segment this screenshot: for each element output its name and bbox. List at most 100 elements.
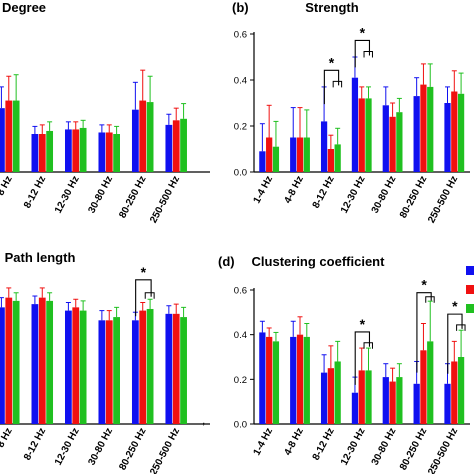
x-tick-label: 250-500 Hz <box>148 174 182 225</box>
bar <box>146 102 154 172</box>
bar <box>451 361 458 424</box>
bar <box>172 313 180 424</box>
bar <box>0 307 5 424</box>
bar <box>389 381 396 424</box>
bar <box>79 127 87 172</box>
bar <box>64 129 72 172</box>
bar <box>105 320 113 424</box>
bar <box>5 100 13 172</box>
bar <box>334 144 341 172</box>
bar <box>113 317 120 424</box>
y-tick-label: 0.6 <box>234 30 247 41</box>
significance-star: * <box>329 54 335 70</box>
significance-bracket <box>447 313 463 374</box>
bar <box>296 137 304 172</box>
bar <box>457 93 465 172</box>
bar <box>12 300 20 424</box>
bar <box>31 134 39 172</box>
y-tick-label: 0.4 <box>234 76 247 87</box>
panel-clustering-plot: 0.0 0.2 0.4 0.6 1-4 Hz 4-8 Hz 8-12 Hz 12-30 Hz 3… <box>234 277 470 474</box>
legend-swatch-red <box>466 285 474 294</box>
bar <box>98 320 106 424</box>
bar <box>365 370 372 424</box>
panel-clustering-title: Clustering coefficient <box>252 254 386 269</box>
bar <box>105 132 113 172</box>
x-tick-label: 80-250 Hz <box>117 426 148 472</box>
bar <box>139 310 147 424</box>
bar <box>303 137 310 172</box>
x-tick-label: 8-12 Hz <box>311 426 337 462</box>
x-tick-label: 12-30 Hz <box>53 426 82 467</box>
x-tick-label: 4-8 Hz <box>282 426 306 457</box>
panel-path-length-plot: 8 Hz 8-12 Hz 12-30 Hz 30-80 Hz 80-250 Hz 250-… <box>0 264 210 474</box>
panel-clustering: (d) Clustering coefficient 0.0 0.2 0.4 0.6 1… <box>218 254 470 474</box>
panel-path-length: Path length 8 Hz 8-12 Hz 12-30 Hz 30-80 Hz 8… <box>0 250 210 474</box>
bar <box>46 130 54 172</box>
bar <box>146 308 154 424</box>
bar <box>290 137 297 172</box>
bar <box>334 361 341 424</box>
bar <box>266 137 273 172</box>
x-tick-label: 30-80 Hz <box>86 174 115 215</box>
bar <box>165 124 173 172</box>
y-tick-label: 0.2 <box>234 122 247 133</box>
bar <box>139 100 147 172</box>
bar <box>327 149 334 172</box>
bar <box>296 334 304 424</box>
significance-star: * <box>421 277 427 293</box>
panel-path-length-title: Path length <box>5 250 76 265</box>
bar <box>259 151 266 172</box>
bar <box>351 392 359 424</box>
bar <box>180 118 187 172</box>
x-tick-label: 80-250 Hz <box>398 426 429 472</box>
bar <box>72 129 80 172</box>
bar <box>131 109 139 172</box>
significance-star: * <box>141 264 147 280</box>
x-tick-label: 8-12 Hz <box>311 174 337 210</box>
x-tick-label: 80-250 Hz <box>117 174 148 220</box>
bar <box>420 350 427 424</box>
bar <box>358 98 365 172</box>
x-tick-label: 8-12 Hz <box>22 174 48 210</box>
panel-strength-letter: (b) <box>232 0 249 15</box>
panel-strength-plot: 0.0 0.2 0.4 0.6 1-4 Hz 4-8 Hz 8-12 Hz 12-30 Hz 3… <box>234 24 470 225</box>
bar <box>303 336 310 424</box>
bar <box>451 91 458 172</box>
significance-star: * <box>360 316 366 332</box>
significance-star: * <box>360 24 366 40</box>
panel-degree: Degree 8 Hz 8-12 Hz 12-30 Hz 30-80 Hz 80-250… <box>0 0 210 225</box>
y-tick-label: 0.6 <box>234 286 247 297</box>
bar <box>427 86 434 172</box>
significance-sub-bracket <box>144 292 155 299</box>
bar <box>420 84 427 172</box>
x-tick-label: 8-12 Hz <box>22 426 48 462</box>
x-tick-label: 12-30 Hz <box>53 174 82 215</box>
bar <box>72 307 80 424</box>
legend <box>466 266 474 313</box>
panel-degree-title: Degree <box>2 0 46 15</box>
y-tick-label: 0.2 <box>234 375 247 386</box>
bar <box>365 98 372 172</box>
x-tick-label: 30-80 Hz <box>370 174 399 215</box>
bar <box>382 105 389 172</box>
significance-sub-bracket <box>332 80 343 88</box>
bar <box>266 336 273 424</box>
bar <box>427 341 434 424</box>
bar <box>351 77 359 172</box>
significance-star: * <box>452 298 458 314</box>
bar <box>389 116 396 172</box>
bar <box>358 370 365 424</box>
bar <box>113 134 120 172</box>
bar <box>38 297 46 424</box>
bar <box>172 120 180 172</box>
y-tick-label: 0.0 <box>234 168 247 179</box>
x-tick-label: 1-4 Hz <box>252 426 276 457</box>
x-tick-label: 250-500 Hz <box>148 426 182 474</box>
x-tick-label: 250-500 Hz <box>426 426 460 474</box>
panel-strength-title: Strength <box>305 0 359 15</box>
bar <box>272 146 280 172</box>
x-tick-label: 250-500 Hz <box>426 174 460 225</box>
bar <box>131 320 139 424</box>
bar <box>38 134 46 172</box>
